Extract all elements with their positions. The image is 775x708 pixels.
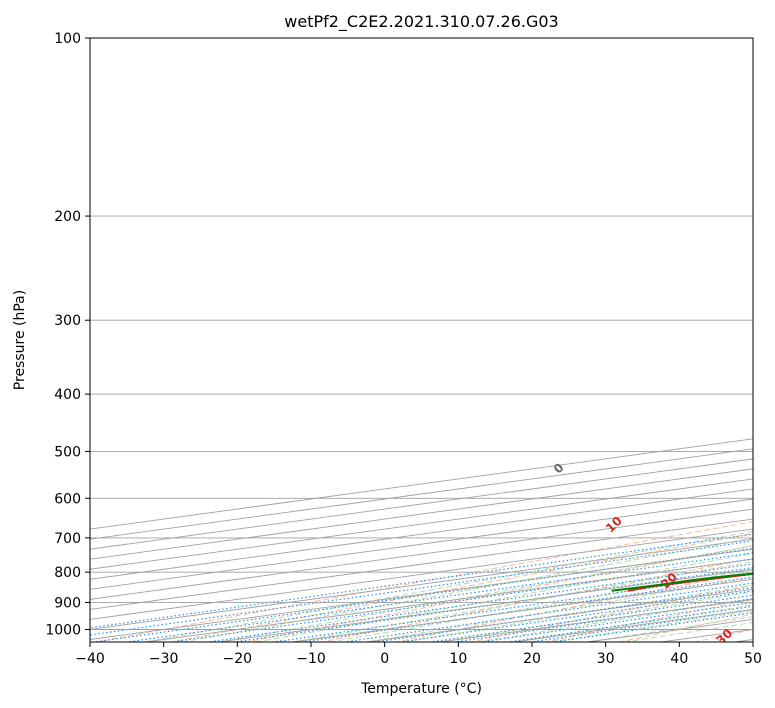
plot-frame	[89, 37, 754, 643]
y-tick-label: 500	[54, 444, 81, 460]
moist-adiabat-line-7	[403, 584, 753, 642]
mixing-ratio-line-12	[426, 594, 753, 642]
x-tick-label: −20	[223, 651, 253, 667]
y-tick-label: 900	[54, 595, 81, 611]
y-tick-label: 600	[54, 491, 81, 507]
isotherm-line	[90, 538, 753, 630]
axes: −40 −30 −20 −10 0 10 20 30 40 50 100 200 300 400 500 60…	[45, 31, 762, 667]
isotherm-line	[90, 478, 753, 570]
x-tick-label: −30	[149, 651, 179, 667]
mixing-ratio-line-2	[90, 547, 753, 642]
y-tick-label: 400	[54, 387, 81, 403]
x-tick-label: 50	[744, 651, 762, 667]
dry-adiabat-line-1	[169, 533, 753, 642]
y-tick-label: 1000	[45, 623, 81, 639]
y-tick-label: 100	[54, 31, 81, 47]
isotherm-line	[90, 458, 753, 550]
mixing-ratio-line-5	[203, 563, 753, 642]
moist-adiabat-line-4	[292, 561, 753, 642]
y-tick-label: 300	[54, 313, 81, 329]
x-tick-label: 20	[523, 651, 541, 667]
x-tick-label: 40	[670, 651, 688, 667]
x-axis-title: Temperature (°C)	[360, 681, 482, 697]
y-tick-label: 800	[54, 565, 81, 581]
isotherm-line	[90, 468, 753, 560]
x-tick-label: −40	[75, 651, 105, 667]
moist-adiabat-line-8	[439, 591, 753, 642]
y-tick-label: 200	[54, 209, 81, 225]
mixing-ratio-line-14	[477, 601, 753, 642]
dry-adiabat-line-0	[94, 521, 753, 642]
x-tick-label: 30	[597, 651, 615, 667]
moist-adiabat-line-0	[145, 530, 753, 642]
mixing-ratio-line-0	[90, 533, 753, 629]
isotherm-line	[90, 518, 753, 610]
isotherm-line	[90, 488, 753, 580]
background-lines	[90, 38, 753, 642]
chart-title: wetPf2_C2E2.2021.310.07.26.G03	[284, 12, 558, 32]
isotherm-line	[90, 498, 753, 590]
x-tick-label: 10	[449, 651, 467, 667]
x-tick-label: 0	[380, 651, 389, 667]
moist-adiabat-line-1	[182, 537, 753, 642]
x-tick-label: −10	[296, 651, 326, 667]
mixing-ratio-line-13	[450, 598, 753, 642]
isotherm-line	[90, 508, 753, 600]
moist-adiabat-line-6	[366, 576, 753, 642]
y-axis-title: Pressure (hPa)	[12, 290, 28, 390]
mixing-ratio-line-11	[396, 590, 753, 642]
y-tick-label: 700	[54, 531, 81, 547]
mixing-ratio-line-1	[90, 540, 753, 636]
isotherm-line	[90, 528, 753, 620]
